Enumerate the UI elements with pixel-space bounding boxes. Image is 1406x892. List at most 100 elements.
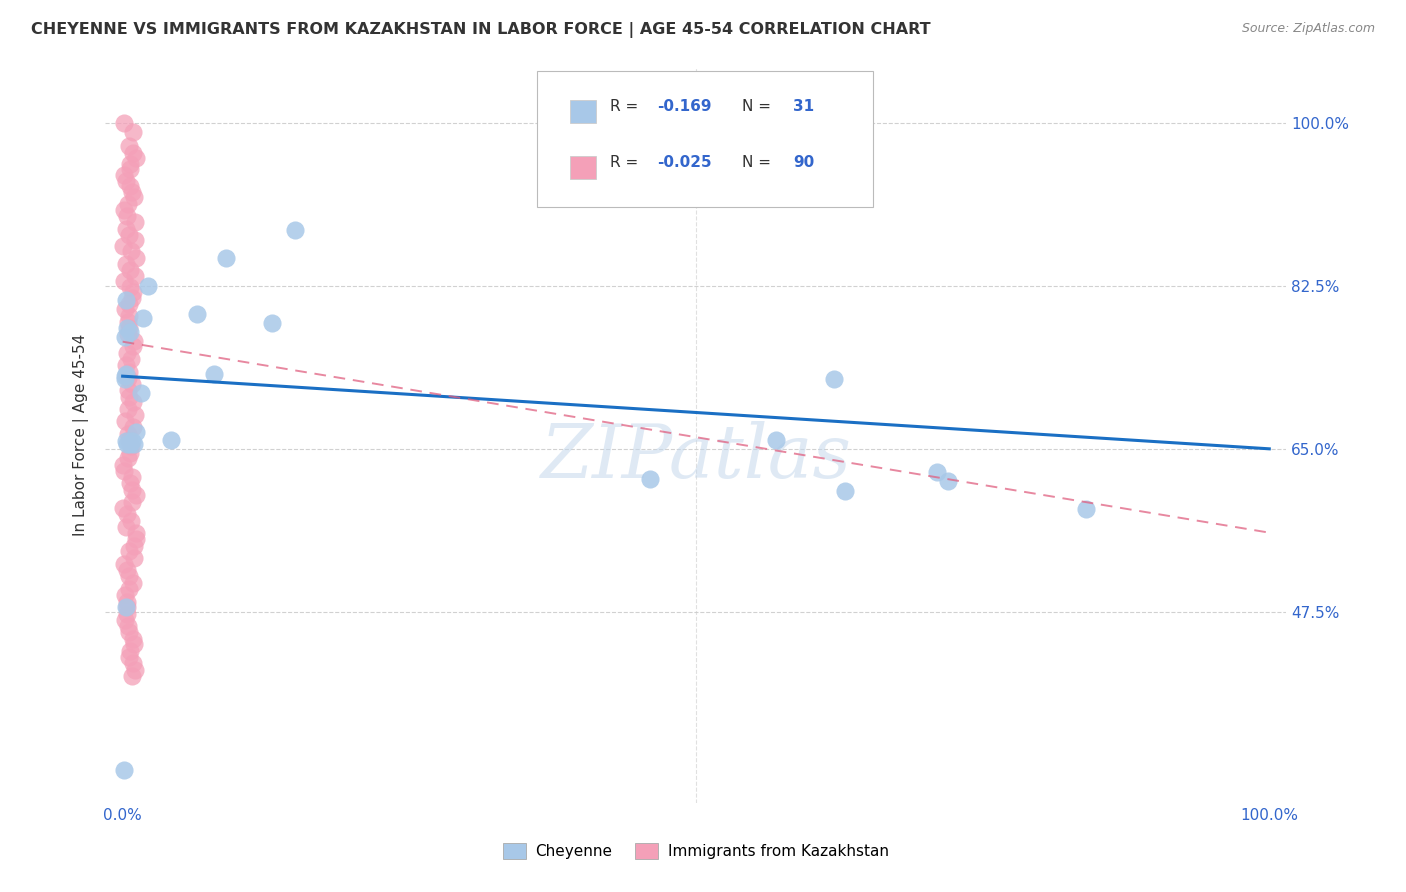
Point bbox=[112, 464, 135, 478]
FancyBboxPatch shape bbox=[537, 70, 873, 207]
Legend: Cheyenne, Immigrants from Kazakhstan: Cheyenne, Immigrants from Kazakhstan bbox=[498, 837, 894, 865]
Point bbox=[118, 625, 141, 640]
Point bbox=[115, 600, 138, 615]
Point bbox=[121, 469, 143, 483]
Text: 90: 90 bbox=[793, 154, 814, 169]
Point bbox=[118, 476, 141, 491]
Point bbox=[117, 327, 139, 342]
Text: N =: N = bbox=[742, 154, 776, 169]
Point bbox=[120, 244, 142, 259]
Point bbox=[1074, 502, 1097, 516]
Text: -0.169: -0.169 bbox=[657, 99, 711, 114]
Point bbox=[118, 650, 141, 665]
Point bbox=[186, 307, 208, 321]
Point bbox=[117, 451, 139, 466]
Point bbox=[765, 433, 787, 447]
Point bbox=[121, 145, 143, 160]
Point bbox=[115, 434, 138, 449]
Point bbox=[115, 607, 138, 621]
Point bbox=[124, 233, 146, 247]
Point bbox=[117, 619, 139, 633]
Point bbox=[136, 278, 159, 293]
Point bbox=[117, 371, 139, 385]
Point bbox=[118, 320, 141, 334]
Point bbox=[117, 433, 139, 447]
Point bbox=[122, 637, 145, 651]
Point bbox=[121, 669, 143, 683]
Point bbox=[118, 445, 141, 459]
Point bbox=[114, 369, 136, 384]
Point bbox=[925, 465, 948, 479]
Point bbox=[121, 483, 143, 497]
Point bbox=[202, 368, 225, 382]
Point bbox=[115, 520, 138, 534]
Text: R =: R = bbox=[610, 99, 643, 114]
Point bbox=[132, 311, 155, 326]
Point bbox=[118, 309, 141, 323]
Point bbox=[125, 425, 148, 439]
Point bbox=[124, 532, 146, 546]
Point bbox=[118, 326, 141, 340]
Point bbox=[114, 613, 136, 627]
Point bbox=[118, 296, 141, 310]
FancyBboxPatch shape bbox=[569, 156, 596, 178]
Text: N =: N = bbox=[742, 99, 776, 114]
Point bbox=[121, 395, 143, 409]
Point bbox=[118, 162, 141, 177]
Point bbox=[115, 320, 138, 334]
Point bbox=[121, 434, 143, 449]
Text: 31: 31 bbox=[793, 99, 814, 114]
Point bbox=[120, 439, 142, 453]
Point bbox=[117, 383, 139, 397]
Point bbox=[115, 173, 138, 187]
Text: Source: ZipAtlas.com: Source: ZipAtlas.com bbox=[1241, 22, 1375, 36]
Point bbox=[124, 663, 146, 677]
Point bbox=[118, 179, 141, 194]
Point bbox=[118, 390, 141, 404]
Point bbox=[114, 222, 136, 236]
Text: R =: R = bbox=[610, 154, 643, 169]
Point bbox=[115, 368, 138, 382]
Point bbox=[124, 268, 146, 283]
Point bbox=[124, 409, 146, 423]
Point bbox=[114, 414, 136, 428]
Point bbox=[122, 190, 145, 204]
Point bbox=[121, 576, 143, 591]
Point bbox=[114, 558, 136, 572]
Point bbox=[122, 632, 145, 646]
Point bbox=[117, 426, 139, 441]
Point bbox=[112, 203, 135, 218]
Point bbox=[121, 420, 143, 434]
Point bbox=[215, 251, 238, 265]
Point bbox=[936, 475, 959, 489]
Point bbox=[112, 116, 135, 130]
Point bbox=[125, 488, 148, 502]
Text: -0.025: -0.025 bbox=[657, 154, 711, 169]
Point bbox=[121, 495, 143, 509]
Point bbox=[118, 569, 141, 583]
Point bbox=[124, 215, 146, 229]
Point bbox=[115, 600, 138, 615]
Point bbox=[114, 372, 136, 386]
Point bbox=[118, 582, 141, 596]
Point bbox=[125, 251, 148, 265]
Point bbox=[120, 352, 142, 367]
Point bbox=[121, 376, 143, 391]
Point bbox=[120, 263, 142, 277]
Point bbox=[823, 372, 845, 386]
Point bbox=[115, 563, 138, 577]
Point bbox=[120, 514, 142, 528]
Point bbox=[115, 293, 138, 307]
Point bbox=[120, 157, 142, 171]
Point bbox=[112, 168, 135, 182]
Point bbox=[118, 139, 141, 153]
Point bbox=[117, 401, 139, 416]
Point bbox=[117, 315, 139, 329]
Point bbox=[122, 550, 145, 565]
Point bbox=[117, 197, 139, 211]
Point bbox=[114, 330, 136, 344]
Point bbox=[121, 185, 143, 199]
Point bbox=[114, 257, 136, 271]
Point bbox=[122, 334, 145, 348]
Point bbox=[118, 644, 141, 658]
